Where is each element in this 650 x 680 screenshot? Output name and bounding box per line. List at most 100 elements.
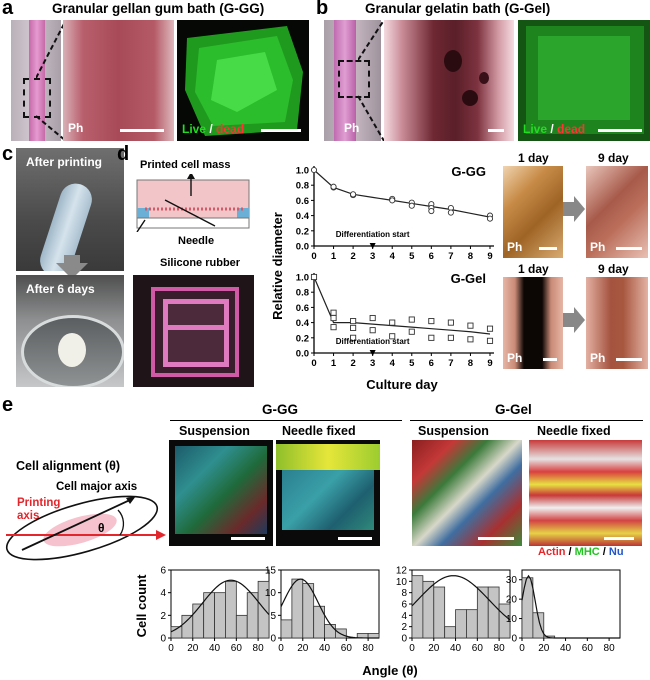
x-tick-label: 80	[604, 643, 616, 654]
data-point	[389, 197, 396, 204]
data-point	[330, 314, 337, 322]
x-tick-label: 80	[253, 643, 265, 654]
data-point	[467, 322, 474, 329]
y-tick-label: 0	[160, 634, 166, 645]
cell-alignment-label: Cell alignment (θ)	[16, 459, 120, 473]
x-tick-label: 60	[472, 643, 484, 654]
x-tick-label: 40	[209, 643, 221, 654]
y-tick-label: 0	[401, 634, 407, 645]
x-tick-label: 0	[311, 251, 316, 262]
x-tick-label: 3	[370, 251, 375, 262]
gaussian-fit	[170, 579, 270, 633]
gg-suspension-image	[169, 440, 273, 546]
silicone-rubber-label: Silicone rubber	[160, 257, 241, 269]
annotation: Differentiation start	[336, 337, 410, 346]
day1-label-bottom: 1 day	[518, 262, 549, 276]
x-tick-label: 0	[311, 358, 316, 369]
y-tick-label: 10	[506, 614, 518, 625]
gg-day9-image: Ph	[586, 166, 648, 258]
x-tick-label: 20	[538, 643, 550, 654]
scale-bar	[338, 537, 372, 540]
x-tick-label: 20	[187, 643, 199, 654]
data-point	[428, 318, 435, 325]
histogram-bar	[181, 614, 194, 639]
histogram-bar	[257, 580, 270, 639]
scale-bar	[231, 537, 265, 540]
x-axis-label: Culture day	[366, 377, 438, 392]
ph-label: Ph	[590, 240, 606, 254]
panel-d-letter: d	[117, 143, 130, 165]
y-tick-label: 4	[401, 611, 407, 622]
y-tick-label: 30	[506, 575, 518, 586]
scale-bar	[488, 129, 504, 132]
data-point	[330, 309, 337, 316]
cell-major-axis-label: Cell major axis	[56, 481, 138, 493]
sep-slash: /	[565, 546, 575, 558]
down-arrow-icon	[56, 255, 88, 279]
y-tick-label: 0.8	[296, 288, 309, 299]
y-tick-label: 20	[506, 595, 518, 606]
scale-bar	[539, 247, 557, 250]
y-tick-label: 0	[270, 634, 276, 645]
y-tick-label: 10	[265, 588, 277, 599]
actin-word: Actin	[538, 546, 566, 558]
gaussian-fit	[521, 574, 620, 639]
x-tick-label: 80	[494, 643, 506, 654]
data-point	[310, 166, 318, 174]
right-arrow-icon	[563, 307, 585, 333]
histogram-bar	[313, 605, 325, 639]
x-tick-label: 1	[331, 251, 337, 262]
panel-a-ph-image: Ph	[63, 20, 174, 141]
nu-word: Nu	[608, 546, 624, 558]
y-axis-label: Cell count	[134, 574, 149, 638]
x-tick-label: 5	[409, 251, 415, 262]
scale-bar	[543, 358, 557, 361]
live-dead-label: Live / dead	[523, 122, 585, 136]
x-tick-label: 80	[363, 643, 375, 654]
x-tick-label: 40	[560, 643, 572, 654]
x-tick-label: 4	[390, 358, 396, 369]
x-tick-label: 2	[350, 358, 355, 369]
y-tick-label: 10	[396, 577, 408, 588]
gaussian-fit	[411, 575, 511, 621]
annotation-marker	[369, 243, 376, 249]
x-tick-label: 60	[231, 643, 243, 654]
annotation-marker	[369, 350, 376, 356]
group-gg-title: G-GG	[262, 402, 298, 417]
ph-label: Ph	[590, 351, 606, 365]
histogram-bar	[476, 586, 489, 639]
panel-b-letter: b	[316, 0, 329, 19]
data-point	[369, 327, 376, 334]
x-tick-label: 2	[350, 251, 355, 262]
x-tick-label: 7	[448, 358, 453, 369]
y-tick-label: 0.4	[296, 211, 310, 222]
live-word: Live	[182, 122, 207, 136]
histogram-bar	[324, 624, 336, 639]
x-tick-label: 0	[168, 643, 174, 654]
histogram-bar	[411, 575, 424, 639]
y-tick-label: 0.2	[296, 226, 309, 237]
gel-needle-fixed-image	[529, 440, 642, 546]
theta-symbol: θ	[98, 521, 105, 535]
y-tick-label: 0	[511, 634, 517, 645]
data-point	[428, 334, 435, 341]
y-tick-label: 6	[160, 566, 166, 577]
panel-b-overview-image: Ph	[324, 20, 381, 141]
x-tick-label: 4	[390, 251, 396, 262]
panel-a-overview-image	[11, 20, 61, 141]
histogram-bar	[498, 603, 511, 639]
histogram-bar	[444, 626, 456, 639]
scale-bar	[616, 247, 642, 250]
sep-slash: /	[547, 122, 558, 136]
x-tick-label: 40	[450, 643, 462, 654]
x-tick-label: 6	[429, 358, 434, 369]
live-dead-label: Live / dead	[182, 122, 244, 136]
data-point	[330, 324, 337, 331]
sep-slash: /	[599, 546, 609, 558]
data-point	[486, 325, 494, 332]
x-tick-label: 60	[582, 643, 594, 654]
chart-title: G-GG	[451, 164, 486, 179]
panel-a-letter: a	[2, 0, 14, 19]
panel-c-after-6-days-image: After 6 days	[16, 275, 124, 387]
